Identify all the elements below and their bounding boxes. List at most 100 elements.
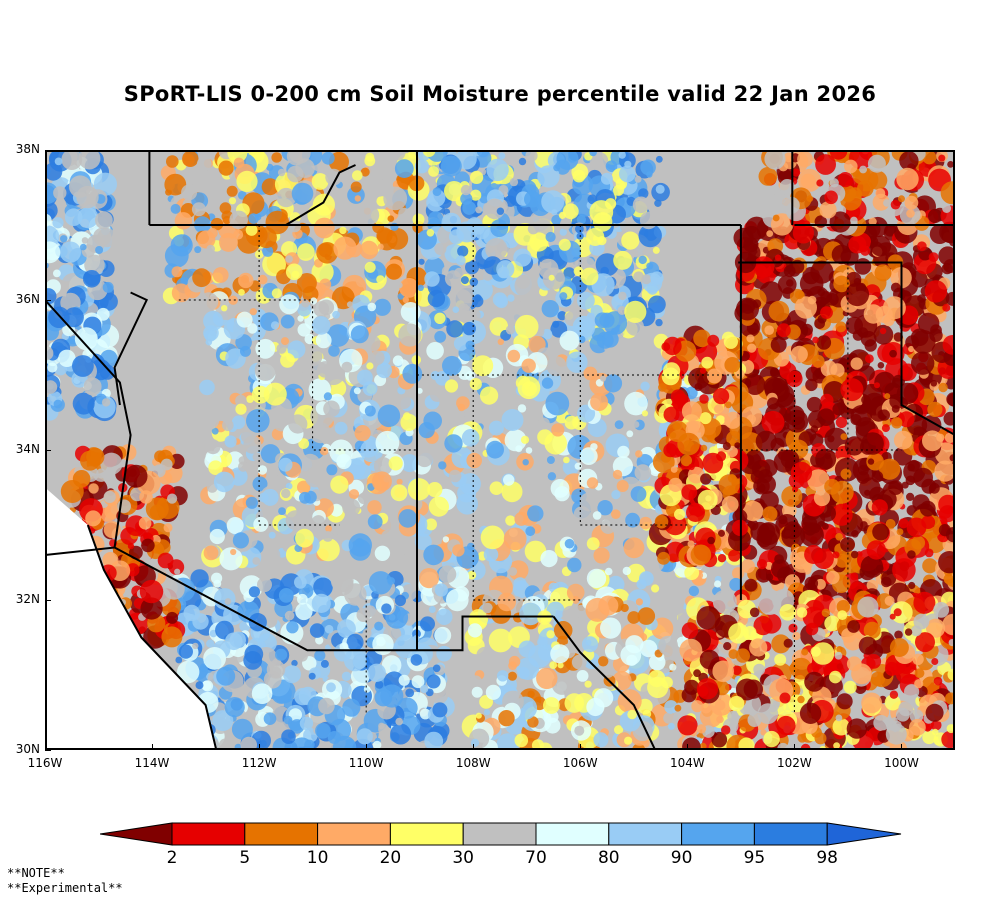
moisture-patch — [677, 715, 698, 736]
moisture-patch — [485, 238, 508, 261]
soil-moisture-map — [45, 150, 955, 750]
moisture-patch — [612, 469, 623, 480]
moisture-patch — [521, 358, 536, 373]
moisture-patch — [61, 385, 75, 398]
moisture-patch — [505, 515, 516, 526]
legend-label: 98 — [816, 848, 838, 868]
moisture-patch — [474, 294, 482, 302]
moisture-patch — [367, 663, 386, 682]
moisture-patch — [531, 739, 545, 750]
moisture-patch — [728, 549, 741, 562]
moisture-patch — [324, 624, 334, 634]
moisture-patch — [833, 742, 840, 749]
moisture-patch — [824, 478, 840, 495]
moisture-patch — [861, 395, 871, 405]
moisture-patch — [648, 670, 666, 688]
moisture-patch — [650, 271, 664, 285]
moisture-patch — [883, 199, 891, 207]
moisture-patch — [503, 474, 515, 486]
moisture-patch — [636, 579, 647, 590]
moisture-patch — [837, 610, 848, 620]
moisture-patch — [696, 606, 721, 630]
moisture-patch — [83, 377, 102, 396]
moisture-patch — [835, 416, 848, 429]
moisture-patch — [834, 651, 843, 660]
moisture-patch — [344, 583, 367, 606]
moisture-patch — [874, 382, 880, 389]
moisture-patch — [359, 240, 379, 260]
moisture-patch — [280, 353, 295, 368]
moisture-patch — [611, 490, 621, 500]
moisture-patch — [909, 718, 926, 736]
moisture-patch — [402, 545, 412, 556]
moisture-patch — [191, 202, 206, 217]
moisture-patch — [770, 336, 787, 353]
moisture-patch — [576, 215, 587, 225]
moisture-patch — [627, 709, 637, 720]
moisture-patch — [756, 559, 768, 570]
moisture-patch — [299, 491, 311, 504]
moisture-patch — [507, 349, 521, 363]
moisture-patch — [872, 523, 890, 541]
moisture-patch — [366, 362, 374, 370]
moisture-patch — [248, 586, 260, 598]
moisture-patch — [805, 622, 819, 636]
moisture-patch — [462, 321, 476, 336]
moisture-patch — [546, 456, 555, 464]
moisture-patch — [746, 334, 755, 343]
moisture-patch — [640, 381, 650, 391]
moisture-patch — [248, 613, 267, 632]
moisture-patch — [931, 658, 939, 665]
moisture-patch — [399, 277, 419, 298]
moisture-patch — [788, 623, 798, 633]
moisture-patch — [514, 733, 529, 748]
moisture-patch — [326, 682, 336, 693]
moisture-patch — [546, 356, 567, 377]
moisture-patch — [257, 274, 268, 285]
moisture-patch — [54, 157, 63, 166]
moisture-patch — [600, 519, 616, 534]
moisture-patch — [810, 425, 819, 433]
moisture-patch — [222, 419, 234, 432]
lon-tick-mark — [687, 744, 689, 750]
moisture-patch — [371, 471, 392, 492]
moisture-patch — [80, 243, 87, 251]
moisture-patch — [372, 633, 394, 656]
moisture-patch — [470, 189, 482, 201]
moisture-patch — [59, 241, 81, 263]
moisture-patch — [566, 351, 588, 373]
moisture-patch — [714, 404, 724, 414]
moisture-patch — [583, 366, 598, 381]
moisture-patch — [332, 310, 340, 319]
moisture-patch — [947, 161, 954, 168]
moisture-patch — [557, 662, 564, 669]
moisture-patch — [372, 740, 382, 750]
moisture-patch — [906, 209, 915, 218]
moisture-patch — [564, 538, 575, 549]
moisture-patch — [536, 667, 558, 690]
moisture-patch — [933, 676, 943, 686]
moisture-patch — [541, 190, 565, 214]
moisture-patch — [517, 404, 527, 413]
moisture-patch — [743, 679, 763, 699]
moisture-patch — [623, 537, 645, 559]
moisture-patch — [240, 736, 257, 750]
lat-tick-mark — [45, 150, 51, 151]
moisture-patch — [769, 367, 779, 377]
moisture-patch — [480, 525, 505, 550]
moisture-patch — [874, 264, 892, 282]
moisture-patch — [888, 480, 903, 495]
moisture-patch — [296, 650, 308, 662]
moisture-patch — [491, 405, 501, 415]
moisture-patch — [271, 288, 282, 299]
moisture-patch — [652, 246, 660, 254]
moisture-patch — [466, 452, 483, 469]
moisture-patch — [910, 625, 922, 637]
moisture-patch — [434, 330, 447, 343]
moisture-patch — [84, 254, 105, 276]
moisture-patch — [309, 623, 325, 638]
moisture-patch — [562, 203, 579, 220]
moisture-patch — [620, 644, 642, 666]
moisture-patch — [677, 432, 700, 456]
moisture-patch — [299, 716, 314, 731]
